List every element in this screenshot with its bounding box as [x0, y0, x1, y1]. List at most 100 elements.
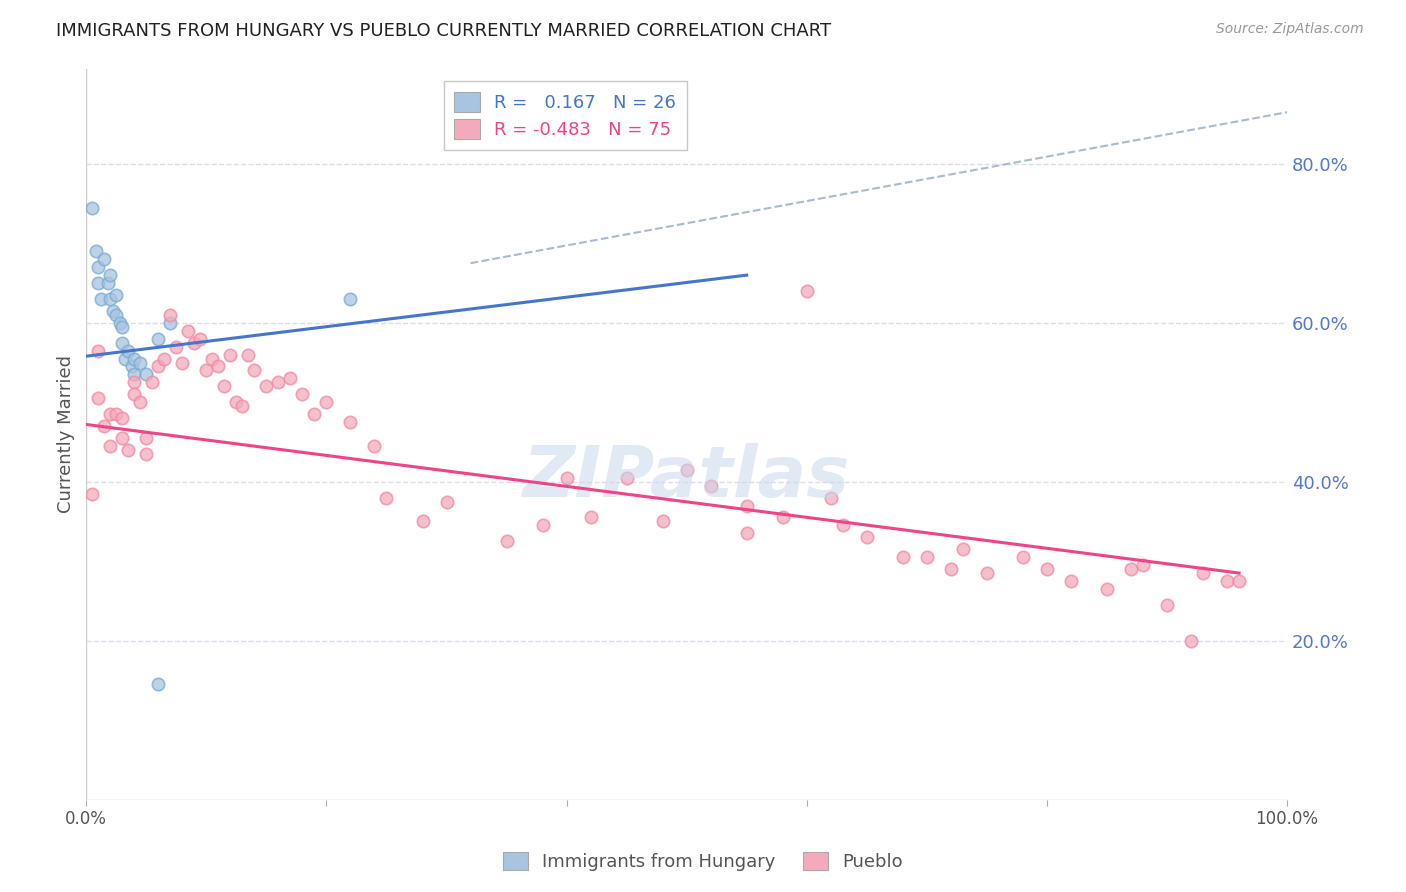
Point — [495, 534, 517, 549]
Point — [117, 343, 139, 358]
Point — [82, 201, 104, 215]
Point — [1216, 574, 1239, 588]
Point — [675, 463, 697, 477]
Point — [108, 316, 131, 330]
Point — [177, 324, 200, 338]
Point — [280, 371, 302, 385]
Point — [231, 399, 253, 413]
Point — [796, 284, 818, 298]
Point — [159, 308, 181, 322]
Point — [267, 376, 290, 390]
Point — [141, 376, 163, 390]
Point — [124, 376, 146, 390]
Point — [1095, 582, 1118, 596]
Point — [915, 550, 938, 565]
Point — [820, 491, 842, 505]
Point — [1192, 566, 1215, 580]
Text: ZIPatlas: ZIPatlas — [523, 443, 851, 512]
Point — [207, 359, 229, 374]
Point — [124, 351, 146, 366]
Point — [1156, 598, 1178, 612]
Point — [1036, 562, 1059, 576]
Point — [135, 431, 157, 445]
Point — [93, 419, 115, 434]
Point — [952, 542, 974, 557]
Point — [976, 566, 998, 580]
Point — [153, 351, 176, 366]
Point — [105, 308, 128, 322]
Text: IMMIGRANTS FROM HUNGARY VS PUEBLO CURRENTLY MARRIED CORRELATION CHART: IMMIGRANTS FROM HUNGARY VS PUEBLO CURREN… — [56, 22, 831, 40]
Point — [148, 359, 170, 374]
Point — [111, 431, 134, 445]
Point — [97, 276, 120, 290]
Point — [148, 677, 170, 691]
Point — [531, 518, 554, 533]
Point — [243, 363, 266, 377]
Point — [412, 515, 434, 529]
Point — [214, 379, 236, 393]
Point — [1119, 562, 1142, 576]
Legend: Immigrants from Hungary, Pueblo: Immigrants from Hungary, Pueblo — [495, 845, 911, 879]
Point — [291, 387, 314, 401]
Point — [124, 387, 146, 401]
Point — [375, 491, 398, 505]
Y-axis label: Currently Married: Currently Married — [58, 355, 75, 513]
Point — [304, 407, 326, 421]
Point — [772, 510, 794, 524]
Point — [121, 359, 143, 374]
Point — [105, 288, 128, 302]
Point — [339, 415, 361, 429]
Point — [124, 368, 146, 382]
Point — [135, 447, 157, 461]
Point — [87, 391, 110, 405]
Point — [98, 407, 121, 421]
Point — [98, 292, 121, 306]
Point — [172, 355, 194, 369]
Point — [735, 526, 758, 541]
Legend: R =   0.167   N = 26, R = -0.483   N = 75: R = 0.167 N = 26, R = -0.483 N = 75 — [443, 81, 686, 150]
Point — [651, 515, 673, 529]
Point — [1180, 633, 1202, 648]
Point — [195, 363, 218, 377]
Point — [735, 499, 758, 513]
Point — [111, 411, 134, 425]
Point — [616, 471, 638, 485]
Point — [891, 550, 914, 565]
Point — [98, 268, 121, 282]
Point — [436, 494, 458, 508]
Point — [831, 518, 853, 533]
Point — [183, 335, 205, 350]
Point — [254, 379, 277, 393]
Point — [129, 395, 152, 409]
Point — [84, 244, 107, 259]
Point — [315, 395, 337, 409]
Point — [856, 530, 879, 544]
Point — [111, 319, 134, 334]
Point — [939, 562, 962, 576]
Point — [238, 347, 260, 361]
Point — [93, 252, 115, 267]
Point — [135, 368, 157, 382]
Point — [90, 292, 112, 306]
Text: Source: ZipAtlas.com: Source: ZipAtlas.com — [1216, 22, 1364, 37]
Point — [1012, 550, 1035, 565]
Point — [579, 510, 602, 524]
Point — [165, 340, 187, 354]
Point — [363, 439, 385, 453]
Point — [201, 351, 224, 366]
Point — [1060, 574, 1083, 588]
Point — [87, 260, 110, 275]
Point — [148, 332, 170, 346]
Point — [699, 478, 721, 492]
Point — [98, 439, 121, 453]
Point — [555, 471, 578, 485]
Point — [105, 407, 128, 421]
Point — [111, 335, 134, 350]
Point — [114, 351, 136, 366]
Point — [159, 316, 181, 330]
Point — [117, 442, 139, 457]
Point — [87, 343, 110, 358]
Point — [339, 292, 361, 306]
Point — [101, 304, 124, 318]
Point — [82, 486, 104, 500]
